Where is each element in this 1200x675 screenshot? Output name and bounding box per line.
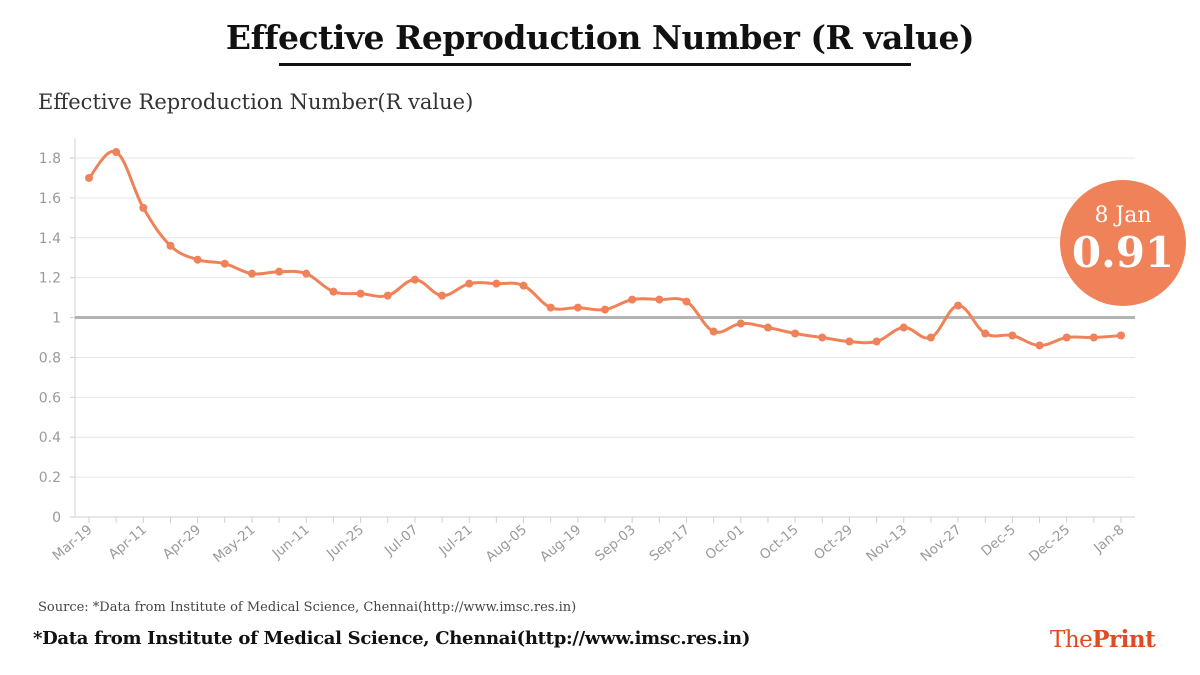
x-tick-label: Jul-21 xyxy=(435,522,475,560)
x-tick-label: Jun-25 xyxy=(323,522,367,563)
x-tick-label: Dec-25 xyxy=(1026,522,1073,565)
data-point xyxy=(546,303,555,312)
data-point xyxy=(736,319,745,328)
latest-value-callout: 8 Jan 0.91 xyxy=(1060,180,1186,306)
data-point xyxy=(926,333,935,342)
data-point xyxy=(329,287,338,296)
data-point xyxy=(682,297,691,306)
y-tick-label: 0.2 xyxy=(39,470,61,486)
y-tick-label: 1.4 xyxy=(39,231,61,247)
data-point xyxy=(220,259,229,268)
page-title: Effective Reproduction Number (R value) xyxy=(225,18,975,57)
data-point xyxy=(954,301,963,310)
y-tick-label: 0.4 xyxy=(39,430,61,446)
x-tick-label: Apr-29 xyxy=(160,522,204,563)
data-point xyxy=(302,269,311,278)
source-note: Source: *Data from Institute of Medical … xyxy=(38,600,577,615)
x-tick-label: Nov-27 xyxy=(918,522,965,565)
data-point xyxy=(247,269,256,278)
x-tick-label: May-21 xyxy=(210,522,258,566)
x-tick-label: Dec-5 xyxy=(978,522,1019,560)
data-point xyxy=(791,329,800,338)
chart-title: Effective Reproduction Number(R value) xyxy=(38,90,474,114)
data-point xyxy=(818,333,827,342)
data-point xyxy=(166,241,175,250)
y-tick-label: 1 xyxy=(52,311,61,327)
callout-date: 8 Jan xyxy=(1094,203,1152,228)
x-tick-label: Aug-19 xyxy=(537,522,584,565)
data-point xyxy=(275,267,284,276)
y-tick-label: 0.6 xyxy=(39,390,61,406)
data-point xyxy=(438,291,447,300)
x-tick-label: Oct-01 xyxy=(702,522,747,563)
y-tick-label: 0 xyxy=(52,510,61,526)
data-point xyxy=(519,281,528,290)
data-point xyxy=(573,303,582,312)
data-point xyxy=(410,275,419,284)
x-tick-label: Sep-03 xyxy=(592,522,639,565)
logo-the: The xyxy=(1050,627,1093,653)
data-point xyxy=(492,279,501,288)
y-tick-label: 1.2 xyxy=(39,271,61,287)
x-tick-label: Aug-05 xyxy=(483,522,530,565)
data-point xyxy=(1035,341,1044,350)
x-tick-label: Sep-17 xyxy=(646,522,693,565)
data-point xyxy=(763,323,772,332)
data-point xyxy=(1089,333,1098,342)
data-point xyxy=(139,203,148,212)
data-point xyxy=(981,329,990,338)
y-tick-label: 0.8 xyxy=(39,350,61,366)
y-tick-label: 1.6 xyxy=(39,191,61,207)
x-tick-label: Jul-07 xyxy=(381,522,421,560)
data-point xyxy=(465,279,474,288)
logo-print: Print xyxy=(1092,626,1156,653)
data-point xyxy=(356,289,365,298)
data-point xyxy=(85,173,93,182)
x-tick-label: Jan-8 xyxy=(1090,522,1127,557)
x-tick-label: Nov-13 xyxy=(863,522,910,565)
callout-value: 0.91 xyxy=(1071,228,1175,277)
footnote: *Data from Institute of Medical Science,… xyxy=(33,628,751,649)
data-point xyxy=(383,291,392,300)
data-point xyxy=(655,295,664,304)
theprint-logo: ThePrint xyxy=(1050,626,1156,653)
data-point xyxy=(193,255,202,264)
data-point xyxy=(628,295,637,304)
title-underline xyxy=(279,63,911,66)
data-point xyxy=(845,337,854,346)
data-point xyxy=(1117,331,1125,340)
y-tick-label: 1.8 xyxy=(39,151,61,167)
x-tick-label: Jun-11 xyxy=(269,522,313,563)
data-point xyxy=(1008,331,1017,340)
data-point xyxy=(872,337,881,346)
x-tick-label: Oct-29 xyxy=(811,522,856,563)
data-point xyxy=(112,148,121,157)
data-point xyxy=(1062,333,1071,342)
data-point xyxy=(899,323,908,332)
x-tick-label: Oct-15 xyxy=(757,522,802,563)
x-tick-label: Mar-19 xyxy=(50,522,96,564)
x-tick-label: Apr-11 xyxy=(105,522,149,563)
data-point xyxy=(601,305,609,314)
data-point xyxy=(709,327,718,336)
